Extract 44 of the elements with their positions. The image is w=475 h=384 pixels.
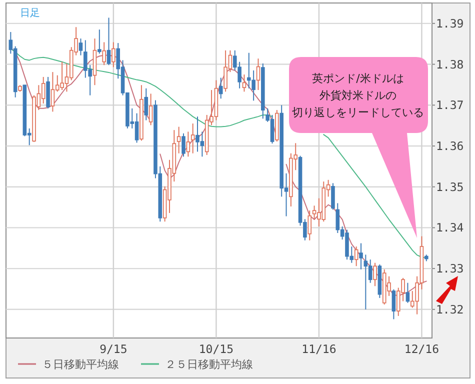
candlestick [98, 29, 102, 54]
y-tick-label: 1.36 [436, 138, 464, 153]
candlestick [218, 77, 223, 100]
y-tick-label: 1.37 [436, 98, 464, 112]
candlestick [392, 288, 396, 320]
candlestick [182, 132, 186, 158]
x-tick-label: 10/15 [198, 342, 234, 356]
candlestick [78, 38, 83, 56]
callout: 英ポンド/米ドルは 外貨対米ドルの 切り返しをリードしている [289, 57, 428, 238]
annotation: 切り返しをリードしている [292, 106, 424, 119]
candlestick [176, 126, 181, 154]
legend-label: ２５日移動平均線 [165, 358, 253, 371]
candlestick [144, 88, 148, 121]
x-tick-label: 12/16 [404, 342, 440, 356]
candlestick [186, 131, 190, 158]
y-tick-label: 1.33 [436, 262, 464, 276]
y-tick-label: 1.32 [436, 302, 464, 316]
candlestick [106, 17, 111, 66]
candlestick [368, 259, 372, 284]
text: 日足 [20, 8, 40, 19]
candlestick [336, 202, 340, 234]
y-tick-label: 1.39 [436, 16, 464, 30]
y-tick-label: 1.35 [436, 180, 464, 194]
candlestick [373, 262, 377, 287]
x-tick-label: 11/16 [302, 342, 336, 356]
candlestick [331, 182, 335, 210]
x-tick-label: 9/15 [100, 342, 128, 356]
candlestick [102, 42, 106, 66]
y-tick-label: 1.38 [436, 57, 464, 72]
annotation: 外貨対米ドルの [320, 89, 396, 102]
candlestick [41, 76, 46, 104]
candlestick [364, 254, 368, 310]
candlestick [406, 282, 410, 304]
legend-label: ５日移動平均線 [42, 358, 119, 371]
candlestick [242, 74, 246, 92]
candlestick [308, 210, 312, 241]
candlestick [256, 58, 260, 91]
candlestick [190, 123, 195, 154]
candlestick [148, 93, 153, 126]
annotation: 英ポンド/米ドルは [312, 72, 404, 85]
y-tick-label: 1.34 [436, 220, 464, 235]
candlestick [112, 42, 116, 68]
candlestick [359, 242, 363, 270]
candlestick [354, 246, 358, 267]
